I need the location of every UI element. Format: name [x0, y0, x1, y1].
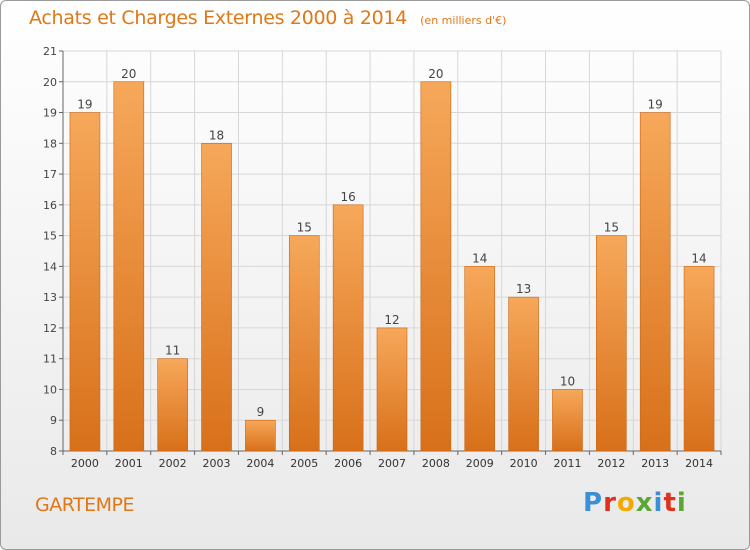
bar-2014	[683, 266, 715, 452]
data-label-2004: 9	[257, 405, 265, 419]
x-tick-label: 2014	[685, 457, 713, 470]
x-tick-label: 2005	[290, 457, 318, 470]
bars	[69, 81, 715, 452]
y-tick-label: 20	[43, 76, 57, 89]
bar-2010	[508, 296, 539, 452]
logo-letter: x	[635, 488, 654, 518]
y-tick-label: 9	[50, 414, 57, 427]
bar-2001	[113, 81, 145, 452]
y-tick-label: 11	[43, 353, 57, 366]
logo-letter: r	[603, 488, 617, 518]
data-label-2000: 19	[77, 98, 92, 112]
data-labels: 19 20 11 18 9 15 16 12 20 14 13 10 15 19 14	[77, 67, 706, 419]
y-tick-label: 15	[43, 230, 57, 243]
bar-2011	[552, 389, 583, 452]
x-tick-label: 2002	[159, 457, 187, 470]
y-tick-label: 16	[43, 199, 57, 212]
data-label-2006: 16	[340, 190, 355, 204]
x-tick-label: 2011	[553, 457, 581, 470]
commune-name: GARTEMPE	[35, 494, 135, 516]
logo-letter: i	[653, 488, 664, 518]
data-label-2003: 18	[209, 128, 224, 142]
logo-letter: i	[676, 488, 687, 518]
x-tick-label: 2008	[422, 457, 450, 470]
data-label-2002: 11	[165, 344, 180, 358]
y-tick-label: 10	[43, 383, 57, 396]
x-tick-label: 2010	[510, 457, 538, 470]
x-tick-label: 2001	[115, 457, 143, 470]
data-label-2011: 10	[560, 374, 575, 388]
data-label-2013: 19	[648, 98, 663, 112]
bar-2013	[639, 112, 671, 452]
x-tick-label: 2012	[597, 457, 625, 470]
bar-2006	[332, 204, 364, 452]
bar-2009	[464, 266, 496, 452]
x-tick-labels: 2000 2001 2002 2003 2004 2005 2006 2007 2008 2009…	[71, 457, 713, 470]
data-label-2007: 12	[384, 313, 399, 327]
bar-2012	[596, 235, 627, 452]
y-tick-label: 17	[43, 168, 57, 181]
y-tick-label: 21	[43, 45, 57, 58]
x-tick-label: 2003	[203, 457, 231, 470]
data-label-2008: 20	[428, 67, 443, 81]
x-tick-label: 2004	[246, 457, 274, 470]
chart-title-group: Achats et Charges Externes 2000 à 2014 (…	[29, 7, 506, 29]
x-tick-label: 2013	[641, 457, 669, 470]
data-label-2009: 14	[472, 251, 487, 265]
logo-letter: P	[583, 488, 604, 518]
x-tick-label: 2007	[378, 457, 406, 470]
x-tick-label: 2000	[71, 457, 99, 470]
proxiti-logo: Proxiti	[583, 488, 687, 518]
logo-letter: o	[616, 488, 636, 518]
y-tick-label: 19	[43, 107, 57, 120]
data-label-2014: 14	[691, 251, 706, 265]
y-tick-label: 14	[43, 260, 57, 273]
x-tick-label: 2006	[334, 457, 362, 470]
y-tick-label: 12	[43, 322, 57, 335]
data-label-2001: 20	[121, 67, 136, 81]
data-label-2005: 15	[297, 221, 312, 235]
bar-2005	[288, 235, 320, 452]
x-tick-label: 2009	[466, 457, 494, 470]
chart-subtitle: (en milliers d'€)	[420, 14, 507, 27]
bar-2008	[420, 81, 452, 452]
bar-2002	[157, 358, 188, 452]
bar-2004	[245, 419, 276, 452]
y-tick-label: 13	[43, 291, 57, 304]
data-label-2012: 15	[604, 221, 619, 235]
y-tick-label: 18	[43, 137, 57, 150]
y-tick-label: 8	[50, 445, 57, 458]
bar-2007	[376, 327, 408, 452]
chart-title: Achats et Charges Externes 2000 à 2014	[29, 7, 408, 29]
y-tick-labels: 8 9 10 11 12 13 14 15 16 17 18 19 20 21	[43, 45, 57, 458]
bar-2003	[201, 143, 232, 452]
bar-2000	[69, 112, 101, 452]
data-label-2010: 13	[516, 282, 531, 296]
logo-letter: t	[663, 488, 677, 518]
